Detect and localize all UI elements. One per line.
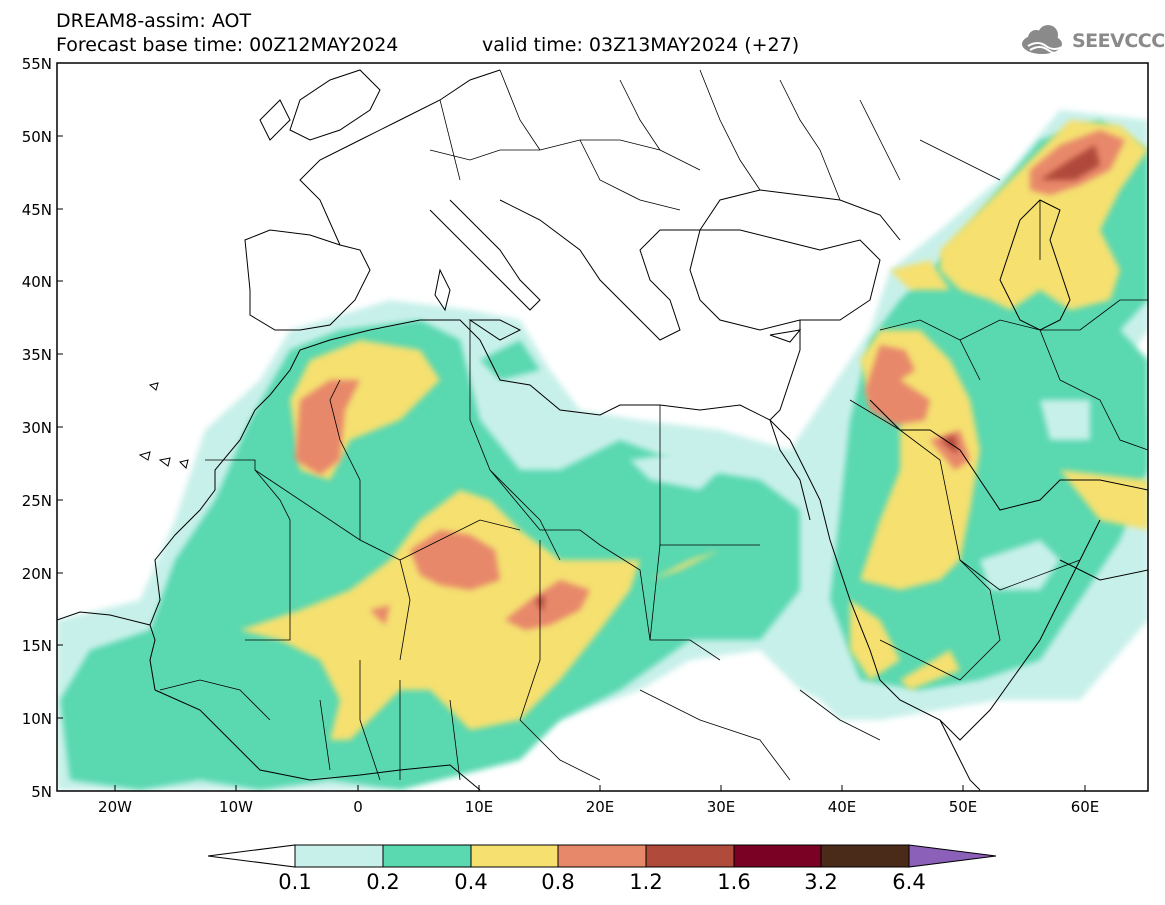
y-tick-label: 10N bbox=[22, 710, 52, 728]
colorbar-label: 0.4 bbox=[454, 870, 488, 894]
colorbar-under-arrow bbox=[207, 844, 296, 868]
x-axis bbox=[114, 785, 1086, 791]
colorbar-swatch bbox=[557, 844, 647, 868]
colorbar-label: 1.6 bbox=[717, 870, 751, 894]
cloud-logo-icon bbox=[1022, 25, 1065, 54]
x-tick-label: 10W bbox=[219, 798, 253, 816]
forecast-base-time: Forecast base time: 00Z12MAY2024 bbox=[56, 34, 399, 56]
y-tick-labels: 5N 10N 15N 20N 25N 30N 35N 40N 45N 50N 5… bbox=[22, 55, 52, 801]
y-tick-label: 50N bbox=[22, 128, 52, 146]
colorbar-swatch bbox=[645, 844, 735, 868]
colorbar-swatch bbox=[382, 844, 472, 868]
y-tick-label: 5N bbox=[31, 783, 52, 801]
x-tick-label: 20E bbox=[586, 798, 615, 816]
colorbar-label: 1.2 bbox=[629, 870, 663, 894]
y-tick-label: 15N bbox=[22, 637, 52, 655]
colorbar-label: 0.8 bbox=[541, 870, 575, 894]
colorbar bbox=[207, 844, 997, 868]
y-tick-label: 30N bbox=[22, 419, 52, 437]
x-tick-label: 20W bbox=[98, 798, 132, 816]
colorbar-swatch bbox=[733, 844, 822, 868]
coastlines bbox=[57, 69, 1148, 791]
y-tick-label: 20N bbox=[22, 565, 52, 583]
y-tick-label: 35N bbox=[22, 346, 52, 364]
x-tick-label: 60E bbox=[1071, 798, 1100, 816]
colorbar-swatch bbox=[470, 844, 559, 868]
colorbar-label: 6.4 bbox=[892, 870, 926, 894]
map-title: DREAM8-assim: AOT bbox=[56, 10, 252, 32]
colorbar-label: 0.1 bbox=[278, 870, 312, 894]
y-tick-label: 55N bbox=[22, 55, 52, 73]
x-tick-label: 50E bbox=[949, 798, 978, 816]
aot-field bbox=[57, 110, 1148, 790]
x-tick-label: 40E bbox=[828, 798, 857, 816]
y-axis bbox=[57, 62, 63, 792]
colorbar-label: 0.2 bbox=[366, 870, 400, 894]
x-tick-label: 0 bbox=[353, 798, 363, 816]
y-tick-label: 45N bbox=[22, 201, 52, 219]
logo-text: SEEVCCC bbox=[1072, 30, 1165, 52]
x-tick-label: 30E bbox=[707, 798, 736, 816]
colorbar-swatch bbox=[820, 844, 910, 868]
colorbar-label: 3.2 bbox=[804, 870, 838, 894]
x-tick-labels: 20W 10W 0 10E 20E 30E 40E 50E 60E bbox=[98, 798, 1099, 816]
colorbar-over-arrow bbox=[908, 844, 997, 868]
borders bbox=[159, 69, 1148, 781]
y-tick-label: 25N bbox=[22, 492, 52, 510]
colorbar-swatch bbox=[294, 844, 384, 868]
x-tick-label: 10E bbox=[465, 798, 494, 816]
valid-time: valid time: 03Z13MAY2024 (+27) bbox=[482, 34, 800, 56]
y-tick-label: 40N bbox=[22, 273, 52, 291]
